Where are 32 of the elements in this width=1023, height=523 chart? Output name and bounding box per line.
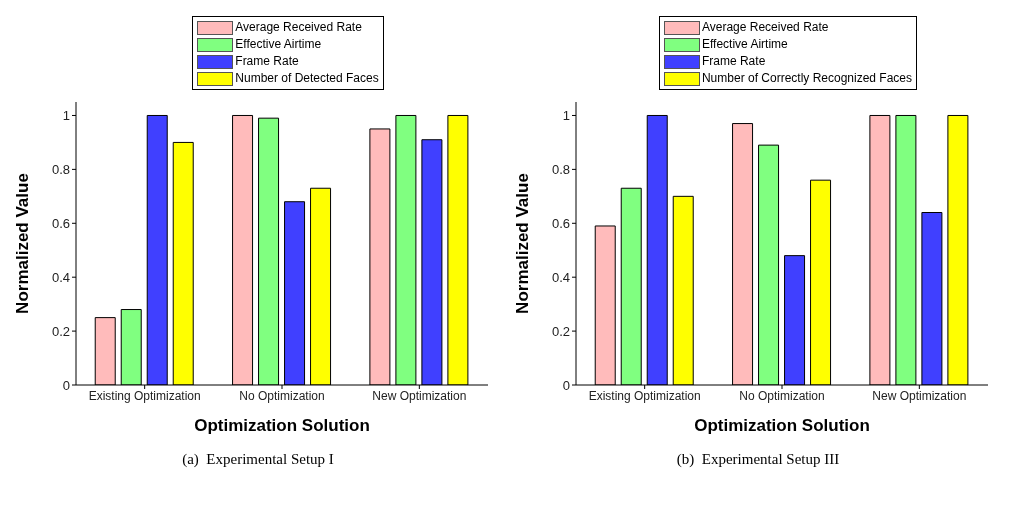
x-axis-title: Optimization Solution [194, 416, 370, 435]
x-tick-label: New Optimization [872, 388, 967, 403]
y-tick-label: 0.6 [51, 215, 70, 231]
text: (a) Experimental Setup I [181, 451, 335, 468]
y-tick-label: 1 [62, 108, 70, 124]
text: (b) Experimental Setup III [675, 451, 841, 468]
y-tick-label: 0.8 [51, 162, 70, 177]
legend-label: Average Received Rate [701, 19, 829, 36]
x-tick-label: Existing Optimization [88, 388, 201, 403]
y-tick-label: 0.6 [551, 215, 570, 231]
legend-label: Number of Correctly Recognized Faces [701, 70, 913, 87]
legend-label: Number of Detected Faces [235, 70, 379, 87]
legend-label: Effective Airtime [235, 36, 322, 53]
y-axis-title: Normalized Value [13, 173, 33, 314]
legend-label: Average Received Rate [235, 19, 362, 36]
x-tick-label: No Optimization [739, 388, 825, 403]
y-tick-label: 0.2 [51, 323, 70, 339]
legend-label: Frame Rate [235, 53, 299, 70]
y-tick-label: 0.8 [551, 162, 570, 177]
y-axis-title: Normalized Value [513, 173, 533, 314]
legend-label: Effective Airtime [701, 36, 788, 53]
y-tick-label: 0.4 [551, 269, 570, 285]
x-tick-label: Existing Optimization [588, 388, 701, 403]
legend-label: Frame Rate [701, 53, 766, 70]
x-tick-label: No Optimization [239, 388, 325, 403]
y-tick-label: 0.4 [51, 269, 70, 285]
y-tick-label: 0 [62, 377, 70, 393]
y-tick-label: 0.2 [551, 323, 570, 339]
y-tick-label: 1 [562, 108, 570, 124]
x-axis-title: Optimization Solution [694, 416, 870, 435]
x-tick-label: New Optimization [372, 388, 467, 403]
y-tick-label: 0 [562, 377, 570, 393]
